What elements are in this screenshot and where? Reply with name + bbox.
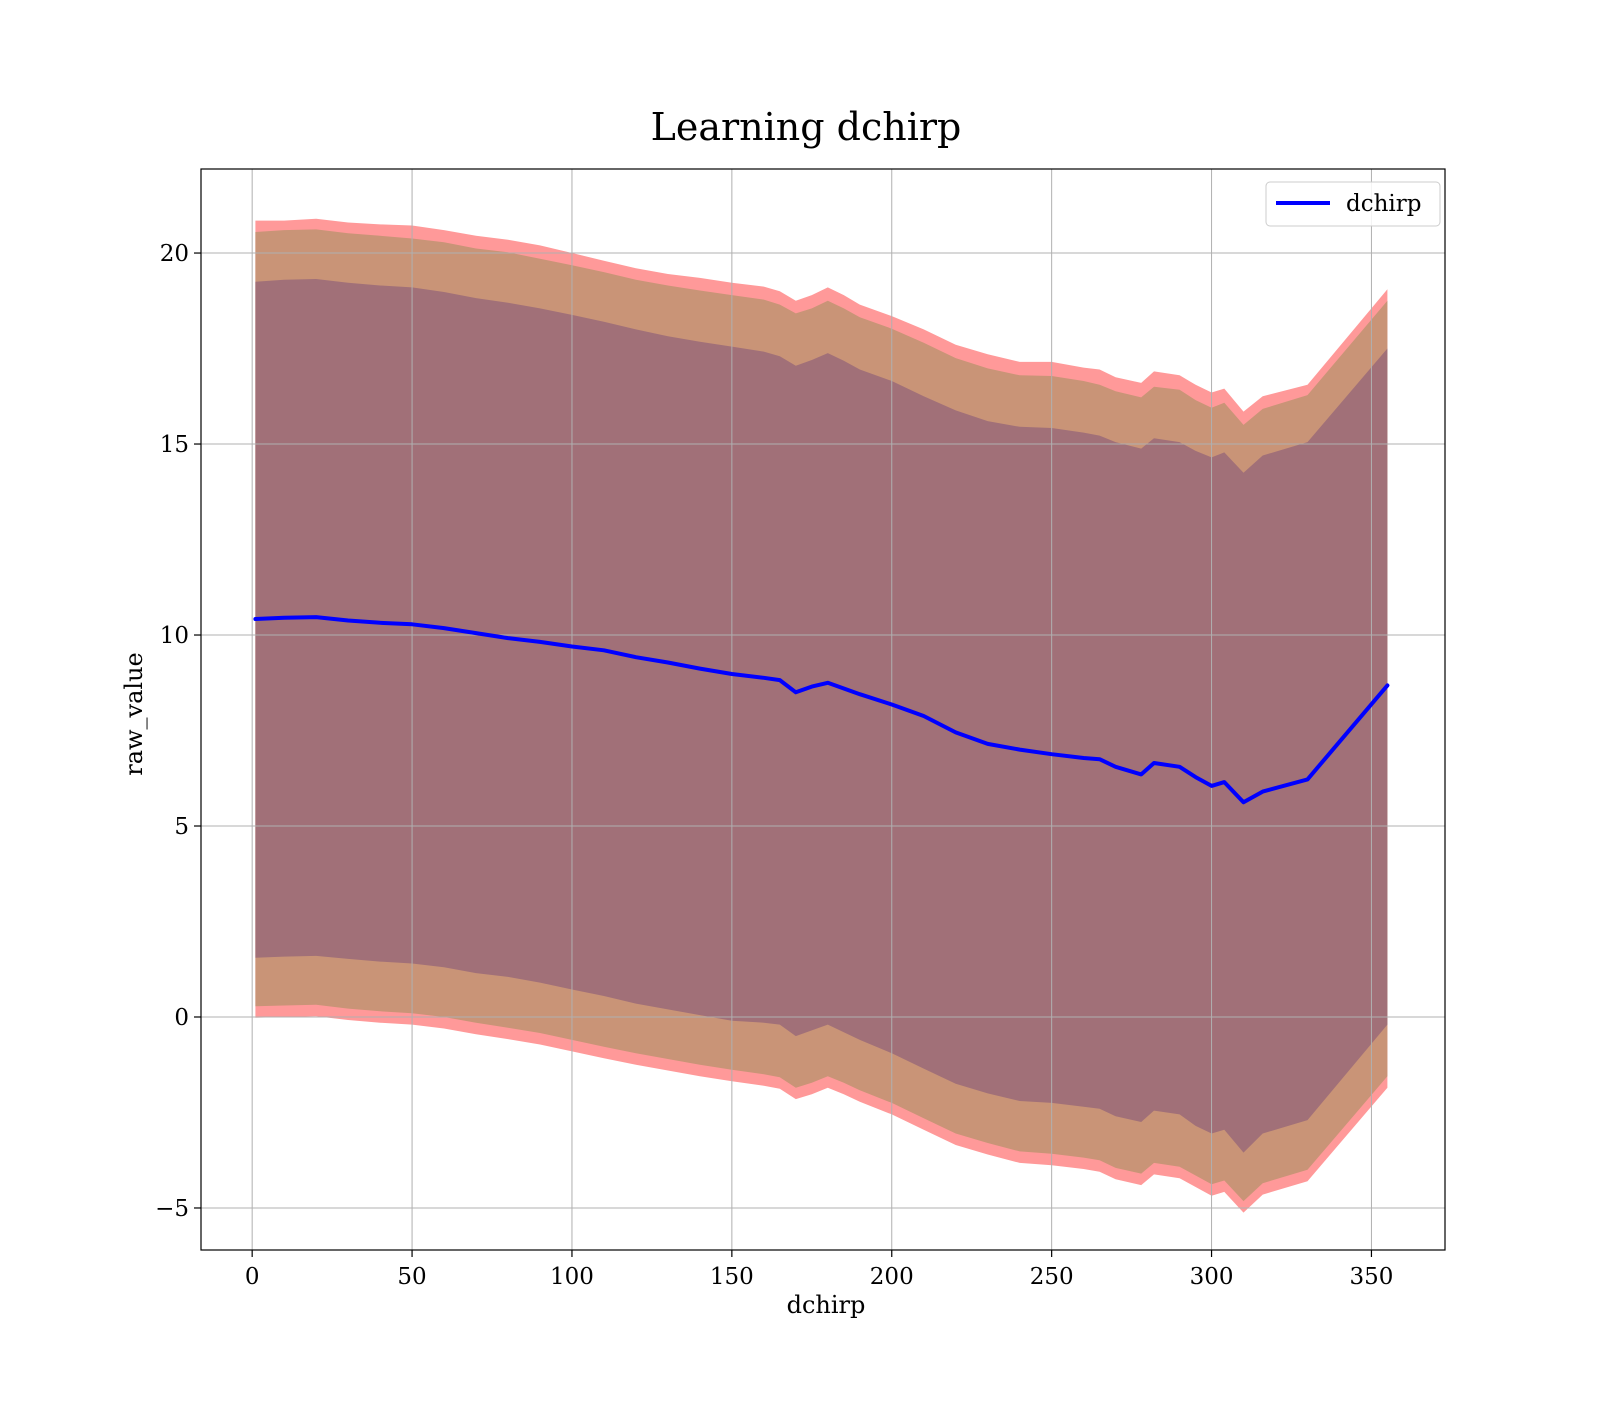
confidence-bands — [255, 218, 1388, 1213]
dchirp-series-line — [253, 615, 1390, 805]
y-tick-label: 10 — [160, 623, 189, 649]
x-tick-label: 250 — [1030, 1264, 1074, 1290]
y-tick-label: 15 — [160, 432, 189, 458]
y-axis-ticks: −5 0 5 10 15 20 — [155, 241, 201, 1222]
y-tick-label: 20 — [160, 241, 189, 267]
x-tick-label: 350 — [1349, 1264, 1393, 1290]
band-inner — [255, 279, 1388, 1153]
y-tick-label: −5 — [155, 1196, 189, 1222]
x-tick-label: 200 — [870, 1264, 914, 1290]
x-tick-label: 100 — [550, 1264, 594, 1290]
y-axis-label: raw_value — [120, 652, 148, 776]
x-axis-ticks: 0 50 100 150 200 250 300 350 — [245, 1250, 1393, 1290]
y-tick-label: 5 — [174, 814, 189, 840]
y-tick-label: 0 — [174, 1005, 189, 1031]
x-tick-label: 50 — [397, 1264, 426, 1290]
gridlines — [201, 169, 1445, 1250]
plot-frame — [200, 168, 1446, 1251]
chart-title: Learning dchirp — [651, 105, 962, 149]
x-tick-label: 300 — [1190, 1264, 1234, 1290]
x-tick-label: 0 — [245, 1264, 260, 1290]
legend: dchirp — [1265, 181, 1441, 227]
series-lines — [253, 615, 1390, 805]
legend-box — [1265, 181, 1441, 227]
legend-entry-label: dchirp — [1346, 191, 1422, 217]
x-tick-label: 150 — [710, 1264, 754, 1290]
x-axis-label: dchirp — [787, 1291, 866, 1319]
